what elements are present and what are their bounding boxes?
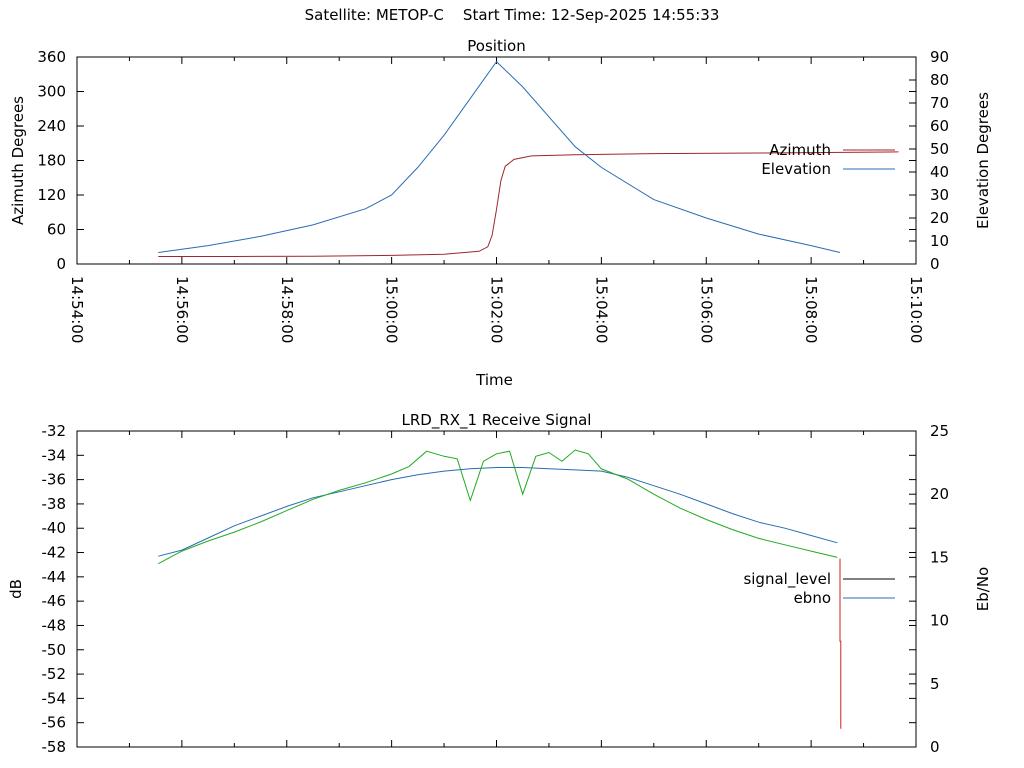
x-tick-label: 14:56:00	[173, 276, 191, 343]
series-line-elevation	[158, 60, 841, 253]
legend-label: signal_level	[743, 570, 831, 589]
receive-signal-chart: LRD_RX_1 Receive Signal -58 -56 -54 -52 -50 -4…	[7, 411, 992, 756]
y2-tick-label: 0	[930, 255, 940, 273]
y2-tick-label: 60	[930, 117, 949, 135]
y2-axis-label: Eb/No	[974, 567, 992, 611]
y-tick-label: -56	[42, 714, 67, 732]
y-tick-label: -54	[42, 689, 67, 707]
y-tick-label: -44	[42, 568, 67, 586]
y2-tick-label: 10	[930, 232, 949, 250]
x-tick-label: 15:06:00	[697, 276, 715, 343]
plot-frame	[76, 430, 917, 748]
legend-label: Azimuth	[769, 141, 831, 159]
series-line-signal-level	[158, 467, 838, 557]
y2-tick-label: 40	[930, 163, 949, 181]
x-tick-label: 14:58:00	[278, 276, 296, 343]
legend-label: Elevation	[761, 160, 831, 178]
y2-tick-label: 20	[930, 485, 949, 503]
x-tick-label: 15:08:00	[802, 276, 820, 343]
series-line-unnamed	[839, 558, 842, 729]
y-tick-label: 360	[37, 48, 66, 66]
y2-axis-label: Elevation Degrees	[974, 92, 992, 229]
y-tick-label: -46	[42, 592, 67, 610]
y-tick-label: -40	[42, 519, 67, 537]
x-tick-label: 15:02:00	[488, 276, 506, 343]
y-tick-label: -42	[42, 544, 67, 562]
x-tick-label: 15:00:00	[383, 276, 401, 343]
position-chart: Position 0 60 120 180 240 300 360 0 10 20 30 40 50 60 7…	[9, 37, 992, 389]
y-tick-label: -34	[42, 446, 67, 464]
y-tick-label: -50	[42, 641, 67, 659]
y-tick-label: -58	[42, 738, 67, 756]
y2-tick-label: 10	[930, 612, 949, 630]
y-tick-label: 120	[37, 186, 66, 204]
y2-tick-label: 15	[930, 548, 949, 566]
y2-tick-label: 90	[930, 48, 949, 66]
y-tick-label: 60	[47, 221, 66, 239]
x-axis-label: Time	[475, 371, 513, 389]
series-line-azimuth	[158, 151, 899, 257]
y-axis-label: dB	[7, 579, 25, 599]
y2-tick-label: 80	[930, 71, 949, 89]
x-tick-label: 15:10:00	[907, 276, 925, 343]
y2-tick-label: 70	[930, 94, 949, 112]
y-tick-label: 240	[37, 117, 66, 135]
y-tick-label: 180	[37, 152, 66, 170]
y-tick-label: -38	[42, 495, 67, 513]
x-tick-label: 14:54:00	[68, 276, 86, 343]
y2-tick-label: 25	[930, 422, 949, 440]
chart-title: Position	[467, 37, 525, 55]
y2-tick-label: 20	[930, 209, 949, 227]
y-tick-label: 0	[56, 255, 66, 273]
x-tick-label: 15:04:00	[592, 276, 610, 343]
y2-tick-label: 50	[930, 140, 949, 158]
y2-tick-label: 30	[930, 186, 949, 204]
series-line-ebno	[158, 449, 838, 565]
y-tick-label: -52	[42, 665, 67, 683]
legend-label: ebno	[794, 589, 831, 607]
y-tick-label: -32	[42, 422, 67, 440]
y2-tick-label: 0	[930, 738, 940, 756]
y-tick-label: -48	[42, 616, 67, 634]
y-tick-label: -36	[42, 471, 67, 489]
y2-tick-label: 5	[930, 675, 940, 693]
page-title: Satellite: METOP-C Start Time: 12-Sep-20…	[304, 6, 720, 24]
chart-title: LRD_RX_1 Receive Signal	[402, 411, 592, 430]
y-axis-label: Azimuth Degrees	[9, 96, 27, 225]
y-tick-label: 300	[37, 83, 66, 101]
